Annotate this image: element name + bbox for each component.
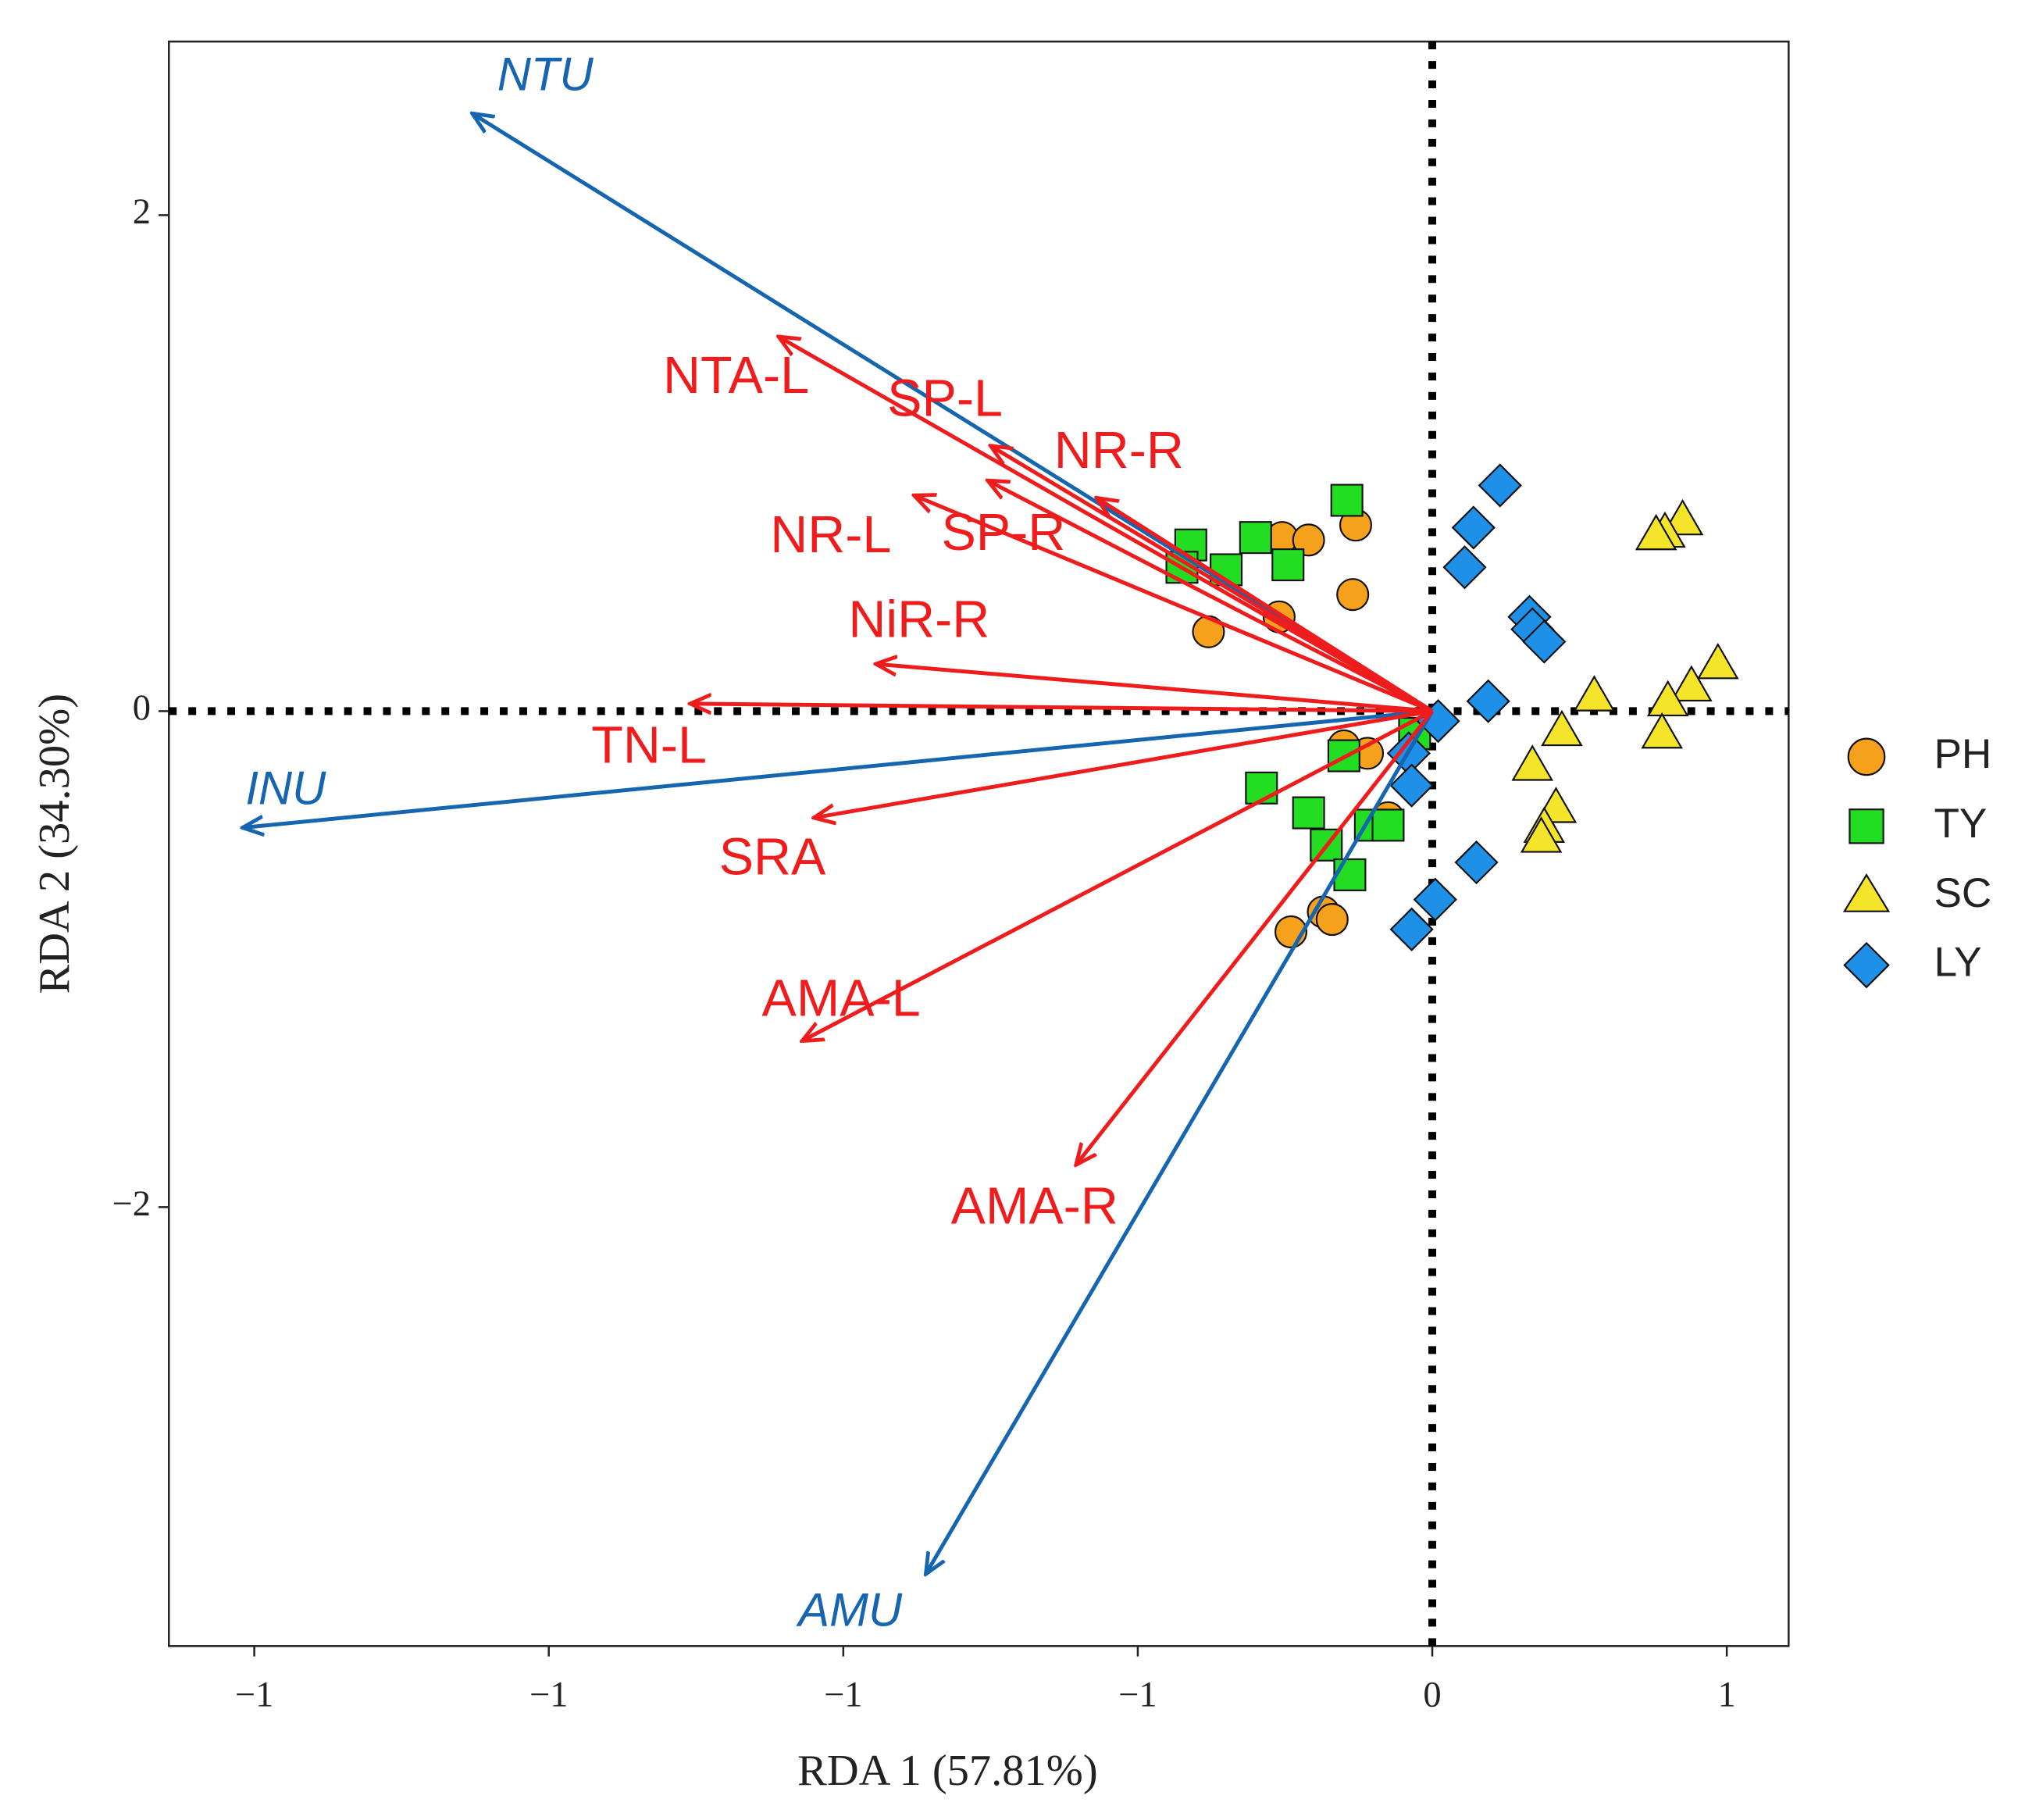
point (1635, 513, 1677, 551)
y-tick-label: 2 (133, 192, 151, 232)
point (1670, 665, 1713, 702)
plot-frame (168, 40, 1790, 1647)
vector-arrow (990, 446, 1434, 713)
point (1641, 712, 1683, 749)
y-tick-label: −2 (112, 1184, 150, 1224)
point (1511, 744, 1554, 781)
vector-arrow (925, 710, 1435, 1574)
vector-label: AMA-L (762, 970, 921, 1028)
vector-arrow (779, 337, 1434, 713)
vector-arrow (1076, 709, 1434, 1165)
y-axis-title: RDA 2 (34.30%) (30, 694, 79, 994)
point (1454, 840, 1499, 885)
point (1292, 523, 1325, 557)
legend-marker (1842, 873, 1891, 912)
x-tick-label: 0 (1423, 1675, 1441, 1715)
vector-label: NR-R (1054, 422, 1184, 480)
point (1522, 619, 1567, 664)
vector-arrow (914, 495, 1433, 713)
point (1389, 907, 1434, 951)
point (1541, 709, 1583, 747)
point (1451, 505, 1496, 550)
vector-label: AMA-R (951, 1177, 1118, 1235)
x-tick-label: 1 (1717, 1675, 1735, 1715)
point (1315, 903, 1349, 937)
point (1336, 578, 1370, 612)
legend-label: PH (1934, 731, 1991, 777)
vector-label: NTA-L (663, 347, 809, 405)
x-tick-label: −1 (235, 1675, 274, 1715)
point (1413, 877, 1457, 922)
legend-marker (1847, 737, 1886, 776)
vector-arrow (814, 708, 1433, 818)
vector-label: INU (245, 762, 326, 815)
point (1239, 521, 1272, 555)
x-tick-label: −1 (529, 1675, 569, 1715)
point (1371, 808, 1405, 842)
vector-label: AMU (796, 1584, 903, 1636)
point (1389, 763, 1434, 808)
vector-arrow (243, 708, 1433, 827)
legend-label: TY (1934, 801, 1987, 847)
vector-arrow (802, 709, 1434, 1040)
x-tick-label: −1 (824, 1675, 863, 1715)
legend-label: LY (1934, 940, 1981, 986)
x-tick-label: −1 (1118, 1675, 1157, 1715)
point (1646, 680, 1689, 717)
point (1573, 675, 1616, 712)
legend-marker (1849, 808, 1884, 844)
point (1520, 816, 1563, 853)
vector-label: SP-L (887, 370, 1003, 428)
point (1330, 484, 1364, 517)
point (1697, 642, 1739, 680)
point (1442, 545, 1487, 590)
point (1333, 858, 1367, 891)
point (1478, 463, 1522, 508)
vector-arrow (988, 480, 1434, 713)
vector-arrow (1096, 498, 1434, 713)
vector-label: TN-L (591, 716, 707, 774)
x-axis-title: RDA 1 (57.81%) (797, 1747, 1098, 1795)
vector-label: NTU (497, 48, 594, 101)
vector-label: SRA (719, 828, 826, 886)
point (1292, 796, 1325, 830)
vector-label: NiR-R (848, 591, 989, 648)
legend-label: SC (1934, 870, 1991, 916)
y-tick-label: 0 (133, 688, 151, 728)
legend-marker (1843, 941, 1890, 989)
vector-arrow (875, 664, 1433, 713)
vector-label: NR-L (770, 506, 891, 564)
point (1466, 679, 1510, 723)
vector-arrow (690, 704, 1433, 712)
point (1271, 548, 1305, 582)
